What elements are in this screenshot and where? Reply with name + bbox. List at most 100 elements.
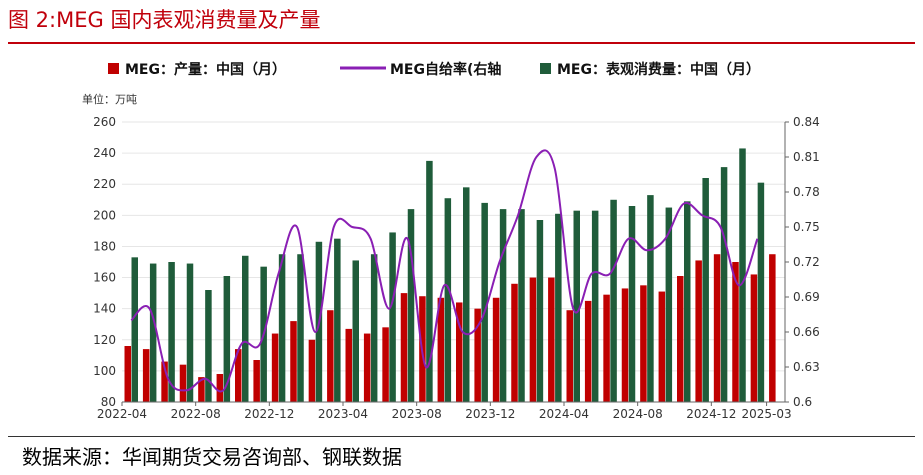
- bar-production: [511, 283, 518, 402]
- bar-production: [621, 288, 629, 402]
- x-tick-label: 2022-12: [244, 407, 294, 421]
- footer-divider: [8, 436, 915, 437]
- bar-consumption: [573, 210, 580, 402]
- line-self-sufficiency: [130, 149, 759, 393]
- bar-production: [198, 377, 205, 402]
- bar-production: [400, 293, 408, 402]
- x-tick-label: 2024-04: [539, 407, 589, 421]
- bar-consumption: [499, 209, 507, 402]
- y-right-tick-label: 0.81: [793, 150, 820, 164]
- bar-production: [290, 321, 297, 402]
- bar-production: [640, 285, 647, 402]
- bar-consumption: [739, 148, 746, 402]
- bar-consumption: [370, 254, 378, 402]
- legend-label-consumption: MEG：表观消费量：中国（月）: [557, 61, 760, 78]
- y-left-tick-label: 100: [93, 364, 116, 378]
- y-right-tick-label: 0.69: [793, 290, 820, 304]
- legend-label-production: MEG：产量：中国（月）: [125, 61, 286, 78]
- y-right-tick-label: 0.66: [793, 325, 820, 339]
- bar-production: [566, 310, 573, 402]
- bar-consumption: [168, 262, 175, 402]
- bar-production: [474, 308, 481, 402]
- bar-consumption: [242, 255, 249, 402]
- bar-consumption: [186, 263, 194, 402]
- bar-consumption: [702, 178, 709, 402]
- bar-production: [327, 310, 334, 402]
- y-left-tick-label: 120: [93, 333, 116, 347]
- bar-production: [732, 262, 739, 402]
- bar-production: [437, 297, 445, 402]
- bar-production: [695, 260, 702, 402]
- y-left-tick-label: 180: [93, 239, 116, 253]
- y-left-tick-label: 140: [93, 302, 116, 316]
- y-right-tick-label: 0.75: [793, 220, 820, 234]
- legend: MEG：产量：中国（月） MEG自给率(右轴 MEG：表观消费量：中国（月）: [108, 61, 760, 78]
- bar-consumption: [481, 202, 488, 402]
- bar-consumption: [518, 209, 525, 402]
- title-underline: [8, 42, 915, 44]
- y-left-tick-label: 240: [93, 146, 116, 160]
- plot-area: 80 100 120 140 160 180 200 220 240 260 0.6 0.63 0.66…: [93, 115, 820, 421]
- bar-consumption: [463, 187, 470, 402]
- bar-production: [492, 297, 500, 402]
- bar-production: [584, 300, 592, 402]
- bar-production: [529, 277, 537, 402]
- y-left-tick-label: 160: [93, 271, 116, 285]
- data-source: 数据来源：华闻期货交易咨询部、钢联数据: [22, 445, 402, 469]
- x-tick-label: 2023-08: [392, 407, 442, 421]
- y-right-tick-label: 0.72: [793, 255, 820, 269]
- bar-production: [124, 346, 131, 402]
- y-right-tick-label: 0.63: [793, 360, 820, 374]
- y-right-tick-label: 0.6: [793, 395, 812, 409]
- legend-swatch-production: [108, 63, 119, 74]
- bar-production: [161, 361, 168, 402]
- bar-production: [253, 360, 260, 402]
- bar-production: [548, 277, 555, 402]
- bar-production: [235, 349, 242, 402]
- bar-production: [603, 294, 610, 402]
- bar-production: [308, 339, 316, 402]
- legend-swatch-consumption: [540, 63, 551, 74]
- x-tick-label: 2024-12: [686, 407, 736, 421]
- bar-consumption: [149, 263, 157, 402]
- x-tick-label: 2024-08: [613, 407, 663, 421]
- bar-production: [363, 333, 371, 402]
- bar-production: [658, 291, 666, 402]
- bar-consumption: [334, 238, 341, 402]
- bar-consumption: [426, 160, 433, 402]
- bar-consumption: [555, 213, 562, 402]
- bar-consumption: [720, 167, 728, 402]
- y-right-tick-label: 0.84: [793, 115, 820, 129]
- bar-consumption: [536, 220, 544, 402]
- bar-consumption: [591, 210, 599, 402]
- chart-title: 图 2:MEG 国内表观消费量及产量: [8, 8, 321, 32]
- bar-consumption: [444, 198, 452, 402]
- bar-consumption: [610, 199, 617, 402]
- bar-consumption: [665, 207, 673, 402]
- x-tick-label: 2023-12: [465, 407, 515, 421]
- bar-consumption: [352, 260, 359, 402]
- bar-consumption: [131, 257, 138, 402]
- unit-label: 单位：万吨: [82, 92, 137, 106]
- y-left-tick-label: 200: [93, 208, 116, 222]
- y-left-tick-label: 80: [101, 395, 116, 409]
- bar-production: [713, 254, 721, 402]
- bar-consumption: [628, 206, 636, 402]
- y-left-tick-label: 260: [93, 115, 116, 129]
- y-left-tick-label: 220: [93, 177, 116, 191]
- y-right-tick-label: 0.78: [793, 185, 820, 199]
- x-tick-label: 2022-08: [171, 407, 221, 421]
- bar-production: [750, 274, 758, 402]
- bar-production: [345, 328, 352, 402]
- bar-consumption: [757, 182, 765, 402]
- bar-production: [382, 327, 389, 402]
- bar-production: [216, 374, 224, 402]
- legend-label-ratio: MEG自给率(右轴: [390, 61, 501, 78]
- chart-area: MEG：产量：中国（月） MEG自给率(右轴 MEG：表观消费量：中国（月） 单…: [82, 61, 820, 421]
- bar-production: [271, 333, 279, 402]
- bar-production: [769, 254, 776, 402]
- bar-production: [179, 364, 187, 402]
- bar-consumption: [684, 201, 691, 402]
- bar-production: [142, 349, 150, 402]
- bar-production: [677, 276, 684, 402]
